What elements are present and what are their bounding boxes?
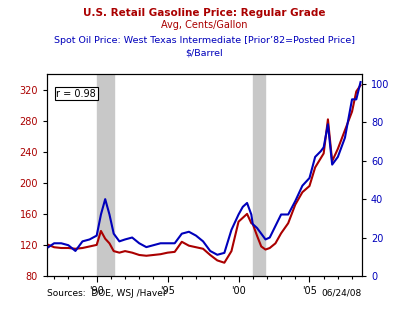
- Text: r = 0.98: r = 0.98: [56, 89, 96, 99]
- Text: Avg, Cents/Gallon: Avg, Cents/Gallon: [161, 20, 248, 30]
- Bar: [253, 74, 265, 276]
- Text: $/Barrel: $/Barrel: [186, 49, 223, 58]
- Text: Sources:  DOE, WSJ /Haver: Sources: DOE, WSJ /Haver: [47, 289, 166, 298]
- Text: U.S. Retail Gasoline Price: Regular Grade: U.S. Retail Gasoline Price: Regular Grad…: [83, 8, 326, 18]
- Text: Spot Oil Price: West Texas Intermediate [Prior’82=Posted Price]: Spot Oil Price: West Texas Intermediate …: [54, 36, 355, 45]
- Bar: [97, 74, 114, 276]
- Text: 06/24/08: 06/24/08: [322, 289, 362, 298]
